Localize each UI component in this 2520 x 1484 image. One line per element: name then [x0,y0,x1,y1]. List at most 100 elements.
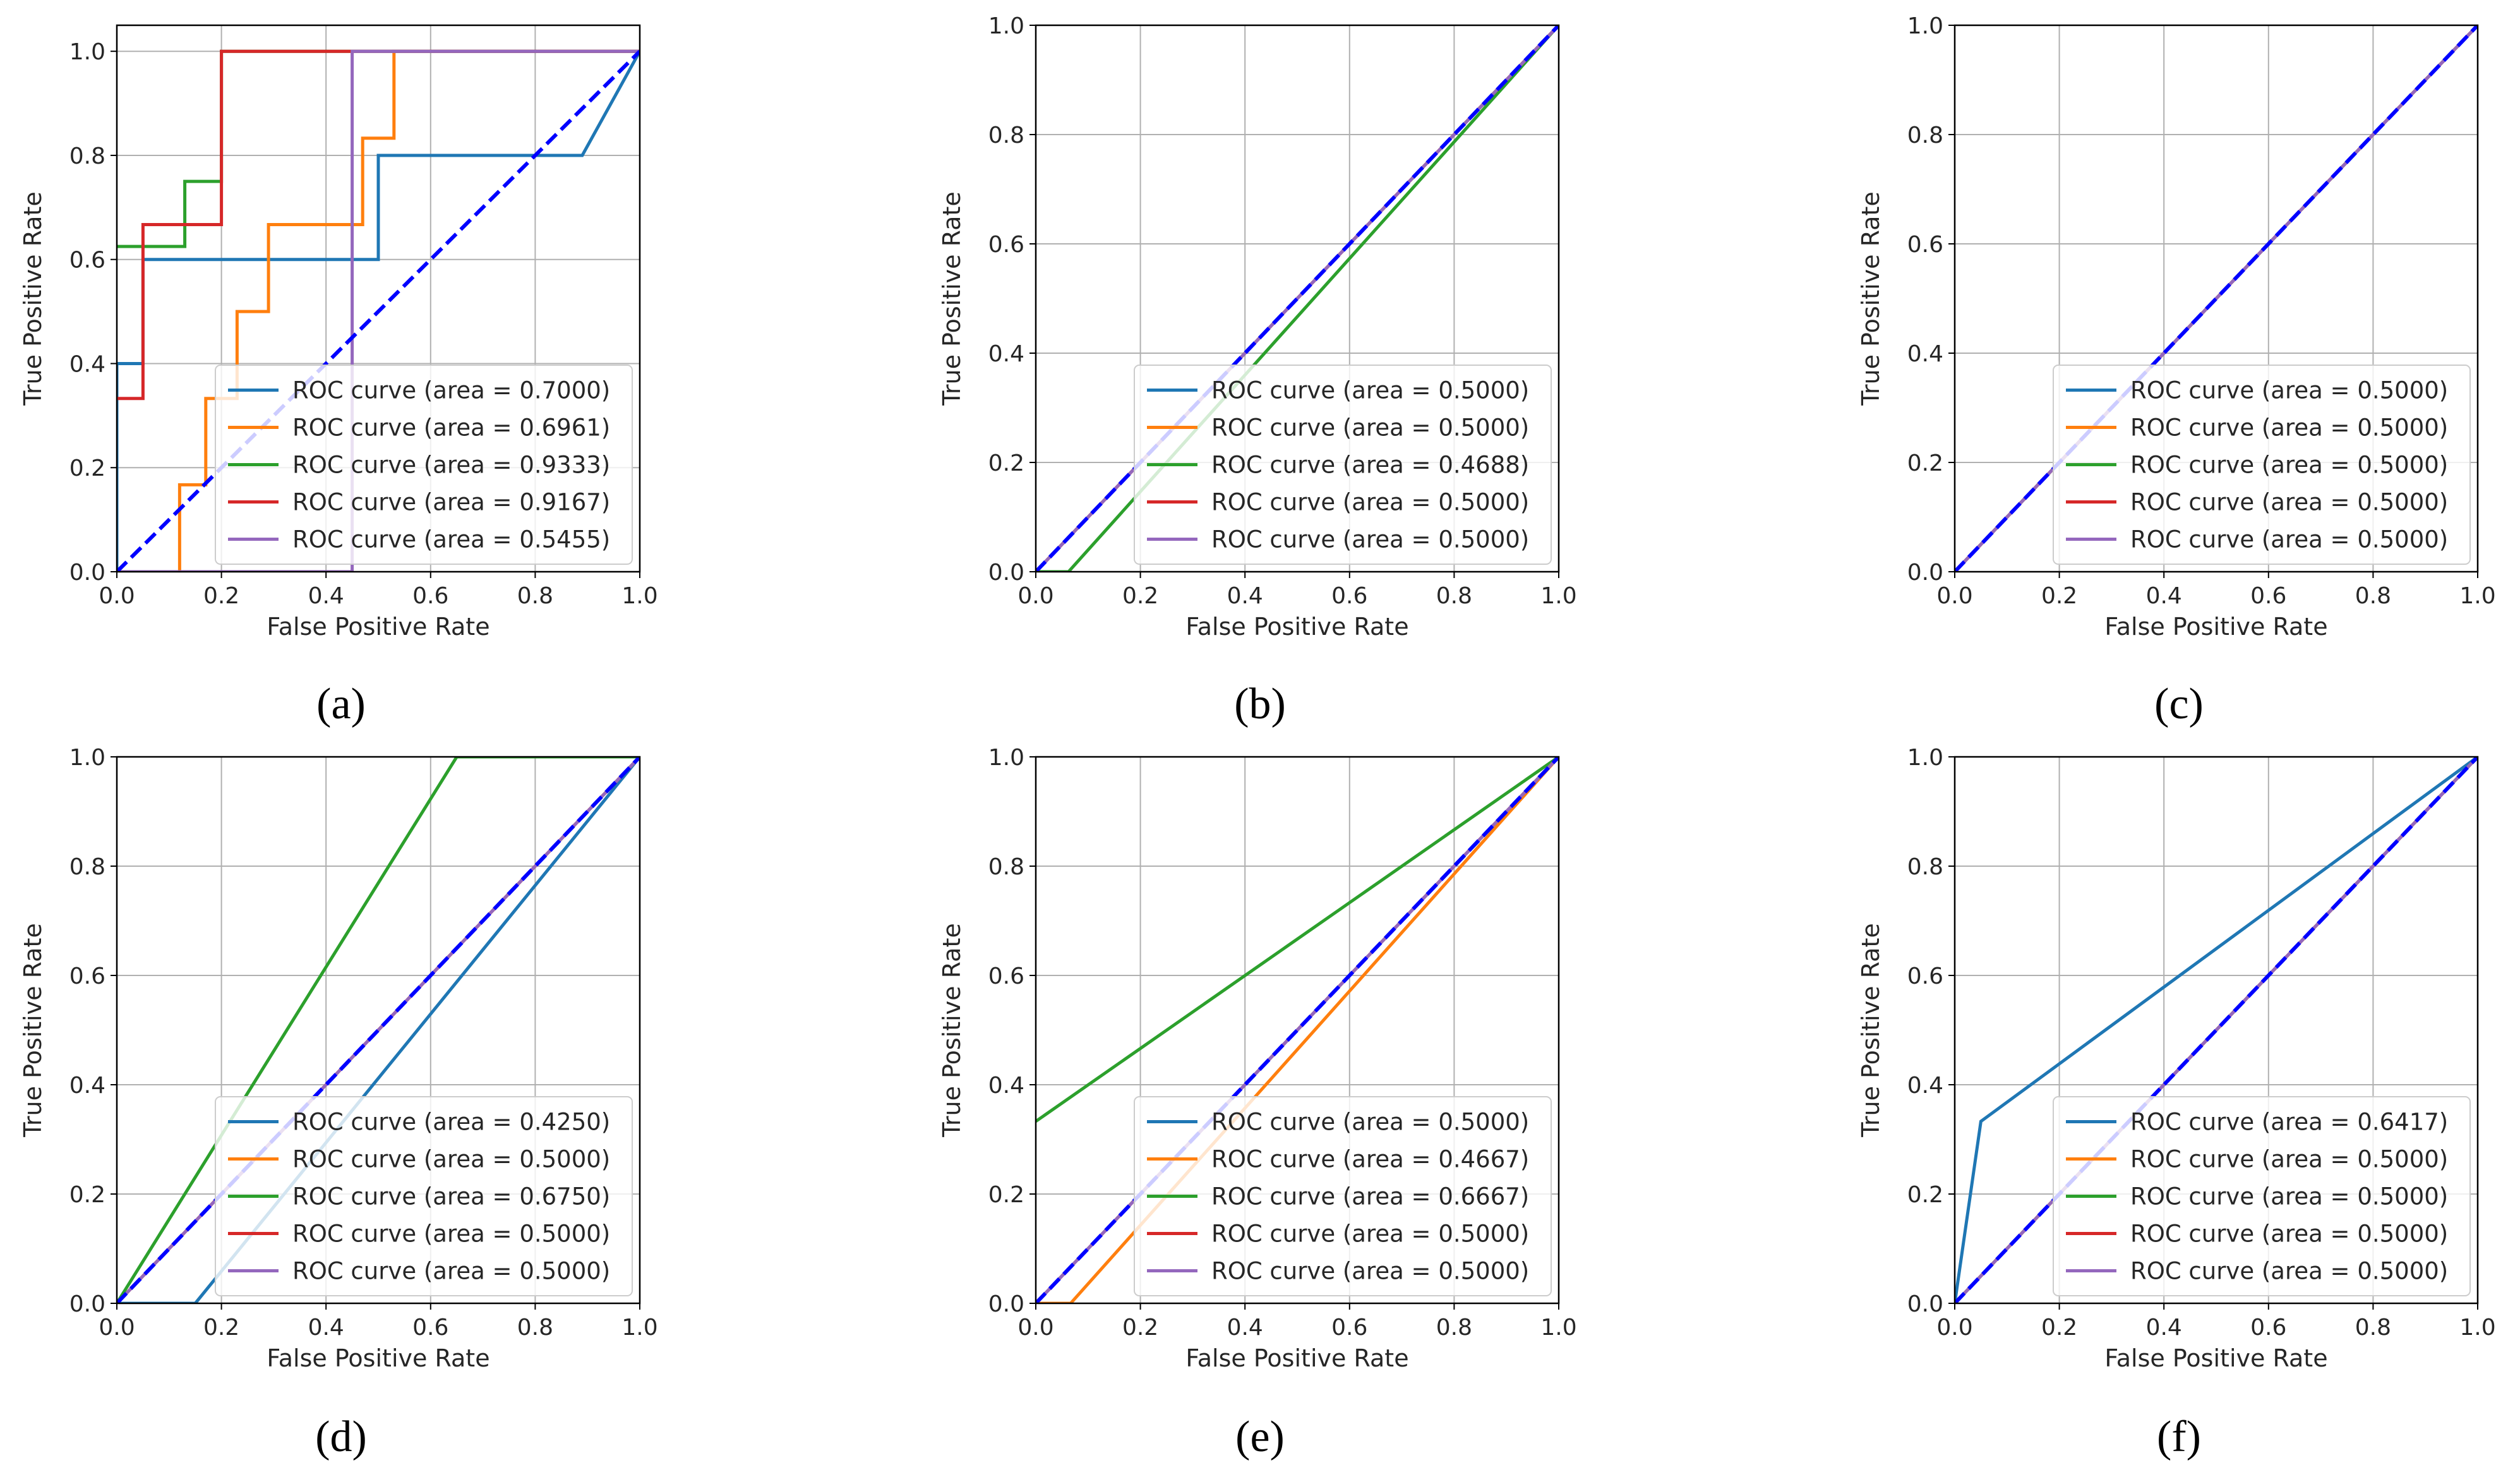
roc-curve-green [1036,757,1559,1123]
legend: ROC curve (area = 0.5000) ROC curve (area… [1134,1096,1552,1296]
legend: ROC curve (area = 0.5000) ROC curve (area… [2053,365,2471,565]
y-tick-label: 0.6 [988,963,1024,989]
y-axis-label: True Positive Rate [19,191,47,406]
y-tick-label: 1.0 [1907,745,1943,771]
x-tick-label: 0.8 [2355,583,2391,609]
x-tick-label: 0.4 [2146,1315,2182,1341]
axes-frame [1953,756,2479,1305]
x-tick-label: 0.2 [203,583,239,609]
y-tick-label: 0.4 [1907,341,1943,367]
y-axis-label: True Positive Rate [938,923,966,1138]
legend-entry: ROC curve (area = 0.5000) [1211,1109,1529,1136]
y-tick-label: 1.0 [988,745,1024,771]
legend-entry: ROC curve (area = 0.5000) [2130,526,2448,553]
x-tick-label: 0.4 [2146,583,2182,609]
x-tick-label: 1.0 [621,583,657,609]
y-axis-label: True Positive Rate [19,923,47,1138]
axes-frame [116,24,641,573]
chance-diagonal [1955,757,2478,1303]
legend: ROC curve (area = 0.7000) ROC curve (area… [215,365,633,565]
legend-entry: ROC curve (area = 0.5000) [292,1221,610,1248]
legend-entry: ROC curve (area = 0.5000) [2130,414,2448,442]
x-tick-label: 0.2 [1122,1315,1158,1341]
y-tick-label: 0.6 [1907,963,1943,989]
y-tick-label: 0.4 [988,1073,1024,1099]
roc-chart-c: 0.00.0 0.2 0.2 0.4 0.4 0.6 0.6 0.8 0.8 1.0 1.0 Fals… [1857,13,2496,641]
roc-chart-e: 0.00.0 0.2 0.2 0.4 0.4 0.6 0.6 0.8 0.8 1.0 1.0 Fals… [938,745,1577,1372]
caption-b: (b) [1234,680,1286,728]
roc-curve-blue [117,757,640,1303]
legend-entry: ROC curve (area = 0.4688) [1211,452,1529,479]
y-tick-label: 0.2 [69,1182,105,1208]
y-tick-label: 1.0 [988,13,1024,39]
y-tick-label: 0.6 [1907,232,1943,258]
axes-frame [1035,756,1560,1305]
x-axis-label: False Positive Rate [1185,1344,1408,1372]
x-tick-label: 1.0 [1540,1315,1576,1341]
legend-box [2053,365,2471,565]
legend: ROC curve (area = 0.6417) ROC curve (area… [2053,1096,2471,1296]
x-tick-label: 0.2 [2041,583,2077,609]
y-tick-label: 1.0 [69,39,105,65]
legend-entry: ROC curve (area = 0.5000) [292,1258,610,1285]
y-tick-label: 0.6 [69,963,105,989]
y-tick-label: 0.2 [1907,450,1943,476]
y-tick-label: 1.0 [69,745,105,771]
caption-c: (c) [2154,680,2204,728]
axes-frame [116,756,641,1305]
x-tick-label: 0.8 [1436,1315,1472,1341]
legend-entry: ROC curve (area = 0.4667) [1211,1146,1529,1173]
y-tick-label: 0.2 [69,455,105,481]
y-tick-label: 0.8 [988,854,1024,880]
y-axis-label: True Positive Rate [1857,923,1885,1138]
x-axis-label: False Positive Rate [267,1344,489,1372]
x-tick-label: 0.0 [1017,583,1053,609]
x-axis-label: False Positive Rate [2104,613,2327,641]
x-tick-label: 0.2 [203,1315,239,1341]
x-tick-label: 0.6 [2250,1315,2286,1341]
roc-curve-orange [1036,757,1559,1303]
legend-entry: ROC curve (area = 0.5000) [1211,414,1529,442]
legend-box [1134,1096,1552,1296]
roc-chart-d: 0.00.0 0.2 0.2 0.4 0.4 0.6 0.6 0.8 0.8 1.0 1.0 Fals… [19,745,658,1372]
legend-box [215,1096,633,1296]
x-tick-label: 0.2 [2041,1315,2077,1341]
legend-entry: ROC curve (area = 0.5000) [1211,1258,1529,1285]
x-tick-label: 0.2 [1122,583,1158,609]
y-tick-label: 0.2 [1907,1182,1943,1208]
x-axis-label: False Positive Rate [267,613,489,641]
y-tick-label: 0.2 [988,450,1024,476]
legend-entry: ROC curve (area = 0.4250) [292,1109,610,1136]
x-tick-label: 0.6 [1331,583,1367,609]
roc-chart-b: 0.00.0 0.2 0.2 0.4 0.4 0.6 0.6 0.8 0.8 1.0 1.0 Fals… [938,13,1577,641]
legend-entry: ROC curve (area = 0.6750) [292,1183,610,1210]
legend-entry: ROC curve (area = 0.5000) [2130,1221,2448,1248]
x-tick-label: 1.0 [1540,583,1576,609]
roc-chart-a: 0.00.0 0.2 0.2 0.4 0.4 0.6 0.6 0.8 0.8 1.0 1.0 Fals… [19,24,658,641]
axes-frame [1953,24,2479,573]
y-tick-label: 0.0 [988,560,1024,586]
y-tick-label: 0.4 [988,341,1024,367]
x-tick-label: 1.0 [2459,1315,2495,1341]
legend-box [1134,365,1552,565]
y-tick-label: 0.4 [1907,1073,1943,1099]
legend: ROC curve (area = 0.5000) ROC curve (area… [1134,365,1552,565]
x-tick-label: 0.0 [99,583,135,609]
legend-entry: ROC curve (area = 0.6667) [1211,1183,1529,1210]
chance-diagonal [1955,25,2478,572]
legend-entry: ROC curve (area = 0.5000) [1211,1221,1529,1248]
x-tick-label: 0.4 [308,583,344,609]
roc-curve-blue [1955,757,2478,1303]
legend-entry: ROC curve (area = 0.5000) [2130,377,2448,404]
x-tick-label: 1.0 [621,1315,657,1341]
roc-curve-orange [117,49,640,572]
x-axis-label: False Positive Rate [1185,613,1408,641]
legend-entry: ROC curve (area = 0.5000) [1211,526,1529,553]
chance-diagonal [117,757,640,1303]
x-tick-label: 0.0 [1017,1315,1053,1341]
legend-entry: ROC curve (area = 0.6961) [292,414,610,442]
x-tick-label: 0.0 [1936,583,1972,609]
x-tick-label: 0.6 [1331,1315,1367,1341]
